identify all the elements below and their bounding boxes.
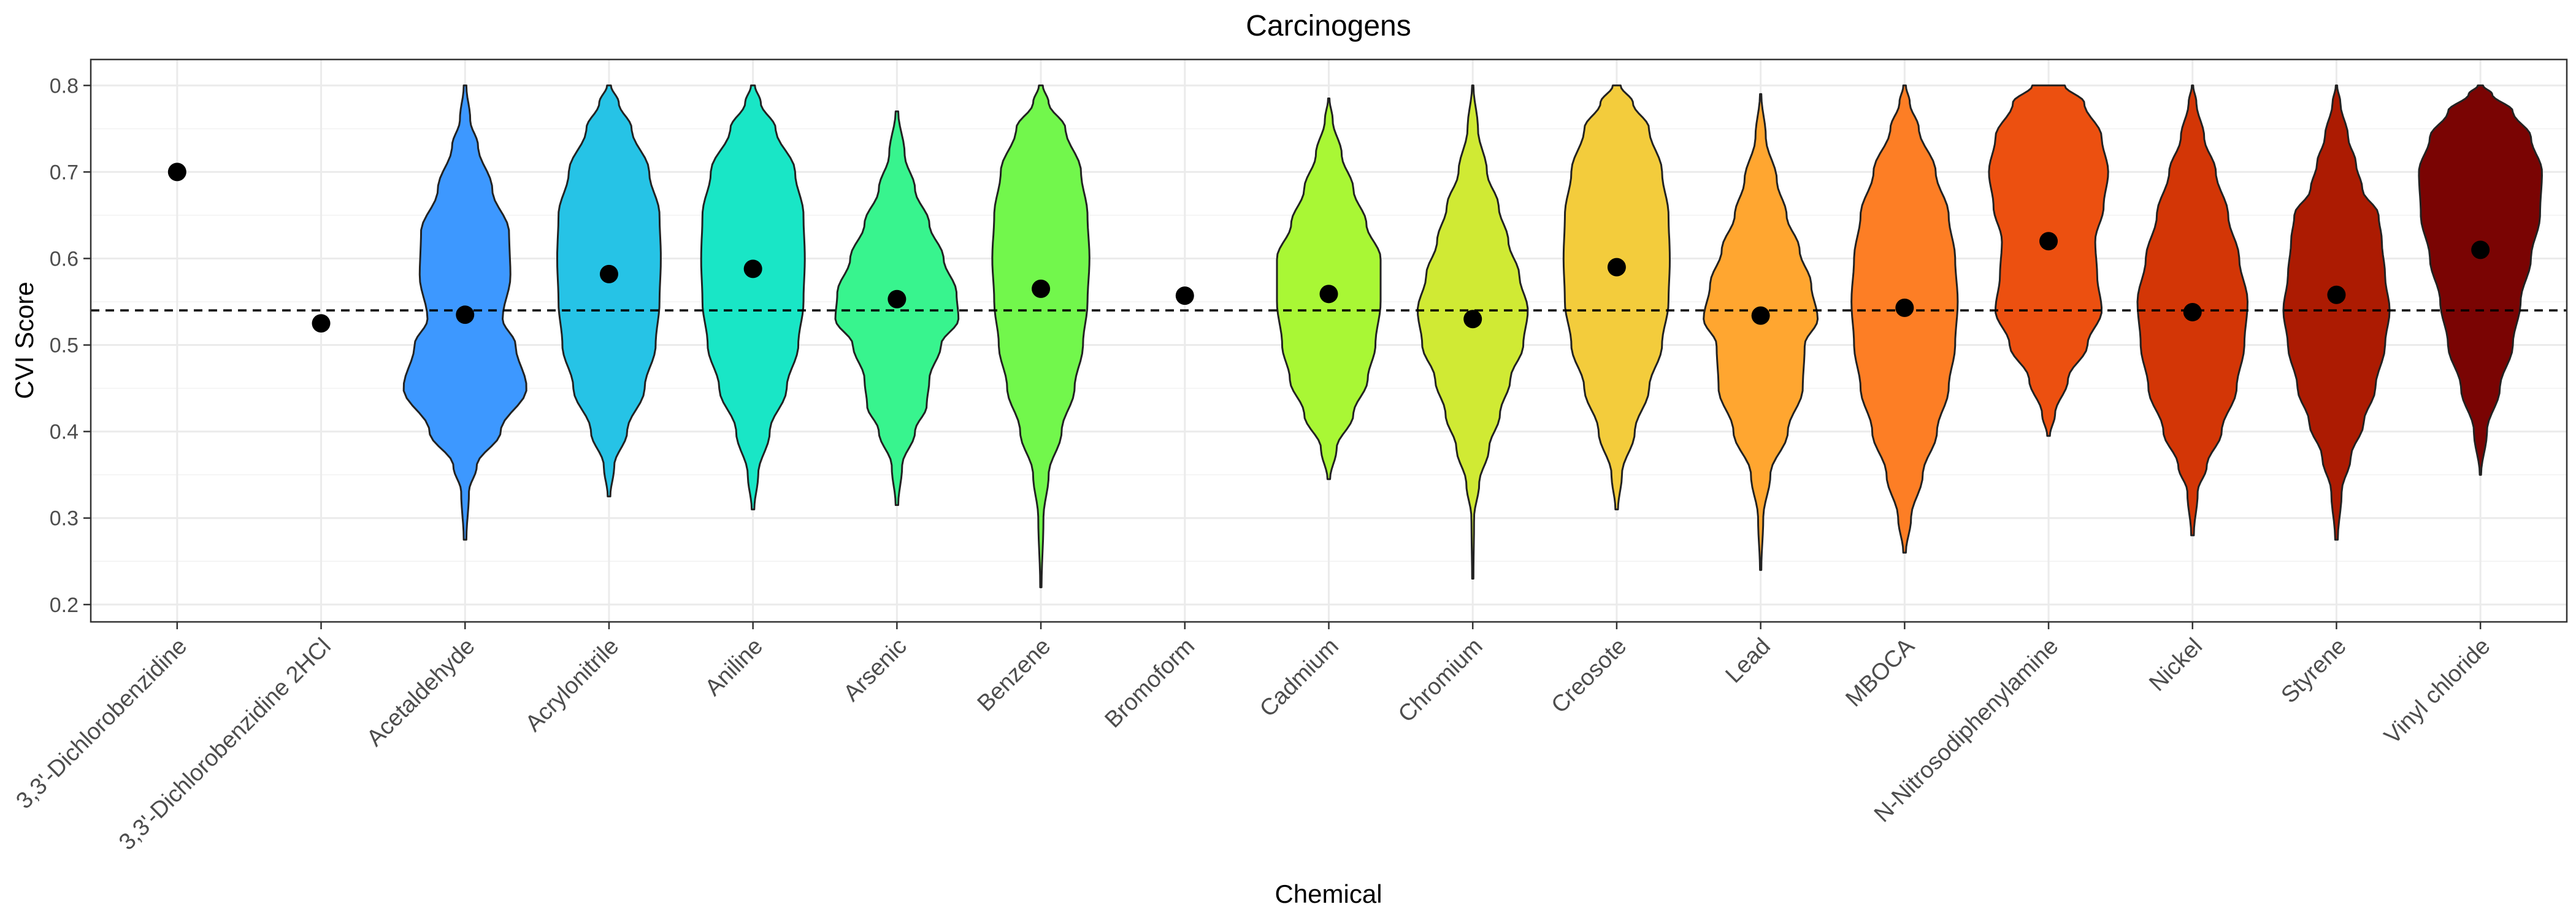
y-tick-label: 0.3 — [50, 507, 79, 530]
violin-benzene — [991, 84, 1091, 589]
mean-point-3-3-dichlorobenzidine-2hcl — [312, 314, 331, 333]
mean-point-lead — [1751, 306, 1770, 325]
mean-point-vinyl-chloride — [2471, 240, 2490, 259]
point-layer — [167, 163, 2490, 333]
violin-creosote — [1562, 84, 1671, 511]
violin-aniline — [700, 84, 806, 511]
violin-mboca — [1850, 84, 1959, 554]
mean-point-cadmium — [1319, 285, 1338, 304]
y-axis-title: CVI Score — [10, 281, 39, 399]
mean-point-nickel — [2183, 302, 2202, 321]
mean-point-benzene — [1032, 279, 1051, 298]
y-tick-label: 0.5 — [50, 334, 79, 358]
violin-vinyl-chloride — [2418, 84, 2543, 476]
violin-n-nitrosodiphenylamine — [1988, 84, 2109, 437]
mean-point-styrene — [2327, 285, 2346, 304]
y-tick-label: 0.2 — [50, 594, 79, 617]
chart-title: Carcinogens — [1246, 10, 1411, 42]
mean-point-arsenic — [887, 289, 907, 308]
mean-point-3-3-dichlorobenzidine — [167, 163, 186, 182]
y-tick-label: 0.8 — [50, 74, 79, 98]
y-tick-label: 0.7 — [50, 161, 79, 184]
mean-point-mboca — [1895, 298, 1914, 317]
y-tick-label: 0.6 — [50, 247, 79, 270]
mean-point-creosote — [1607, 258, 1626, 277]
violin-styrene — [2282, 84, 2391, 541]
violin-chromium — [1417, 84, 1529, 580]
mean-point-n-nitrosodiphenylamine — [2039, 232, 2058, 251]
mean-point-acetaldehyde — [456, 305, 475, 324]
violin-layer — [402, 84, 2543, 589]
mean-point-acrylonitrile — [599, 264, 618, 283]
mean-point-bromoform — [1175, 286, 1194, 305]
violin-acrylonitrile — [556, 84, 662, 497]
violin-lead — [1703, 93, 1819, 571]
y-tick-label: 0.4 — [50, 421, 79, 444]
mean-point-aniline — [743, 259, 762, 278]
x-axis-title: Chemical — [1275, 879, 1382, 908]
mean-point-chromium — [1463, 310, 1482, 329]
